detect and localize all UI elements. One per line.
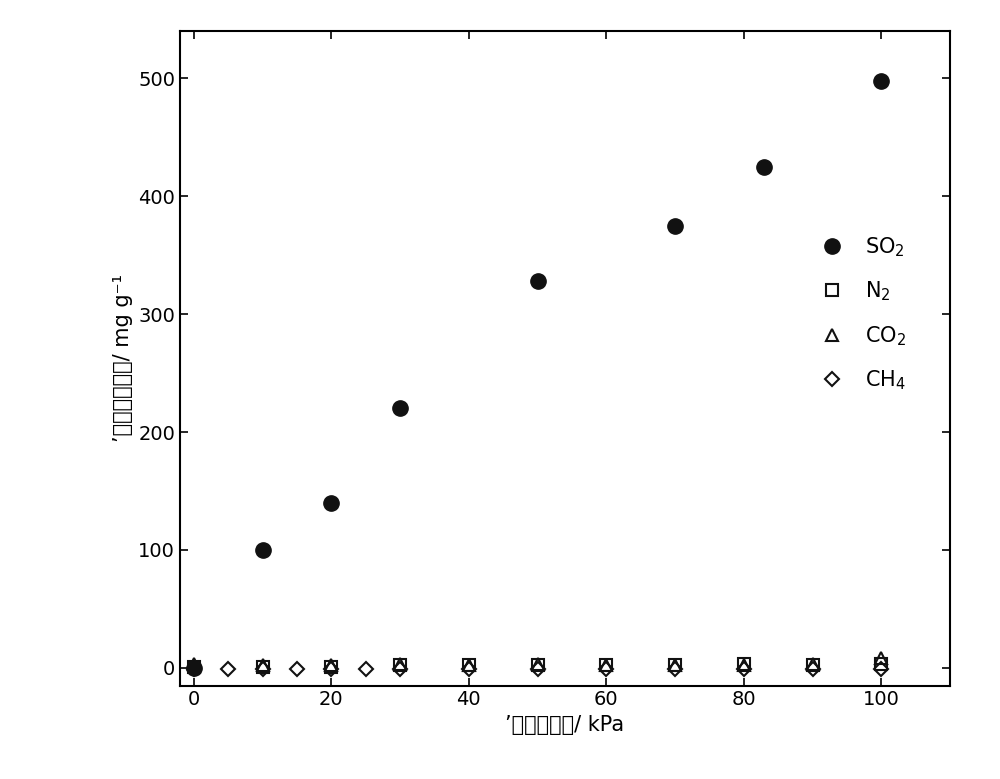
SO$_2$ bbox=[875, 76, 887, 86]
SO$_2$ bbox=[669, 221, 681, 231]
CO$_2$ bbox=[463, 661, 475, 670]
N$_2$ bbox=[806, 661, 818, 670]
CH$_4$ bbox=[256, 664, 268, 674]
CH$_4$ bbox=[806, 664, 818, 674]
N$_2$ bbox=[325, 662, 337, 671]
CO$_2$ bbox=[738, 661, 750, 670]
N$_2$ bbox=[188, 662, 200, 671]
CH$_4$ bbox=[875, 664, 887, 674]
CO$_2$ bbox=[806, 660, 818, 669]
CO$_2$ bbox=[532, 660, 544, 669]
CH$_4$ bbox=[463, 664, 475, 674]
CO$_2$ bbox=[325, 661, 337, 670]
CO$_2$ bbox=[600, 661, 612, 670]
CO$_2$ bbox=[394, 660, 406, 669]
CO$_2$ bbox=[669, 661, 681, 670]
SO$_2$ bbox=[325, 498, 337, 507]
CH$_4$ bbox=[222, 664, 234, 674]
CH$_4$ bbox=[325, 664, 337, 674]
CH$_4$ bbox=[394, 664, 406, 674]
CH$_4$ bbox=[532, 664, 544, 674]
X-axis label: ’（体压力）/ kPa: ’（体压力）/ kPa bbox=[505, 715, 625, 735]
N$_2$ bbox=[532, 661, 544, 670]
CH$_4$ bbox=[600, 664, 612, 674]
Line: CO$_2$: CO$_2$ bbox=[188, 652, 888, 671]
N$_2$ bbox=[738, 660, 750, 669]
CO$_2$ bbox=[188, 660, 200, 669]
SO$_2$ bbox=[532, 277, 544, 286]
N$_2$ bbox=[394, 661, 406, 670]
CH$_4$ bbox=[738, 664, 750, 674]
CH$_4$ bbox=[291, 664, 303, 674]
N$_2$ bbox=[463, 661, 475, 670]
CO$_2$ bbox=[256, 661, 268, 670]
SO$_2$ bbox=[394, 404, 406, 413]
Line: SO$_2$: SO$_2$ bbox=[186, 73, 889, 675]
Legend: SO$_2$, N$_2$, CO$_2$, CH$_4$: SO$_2$, N$_2$, CO$_2$, CH$_4$ bbox=[800, 225, 916, 403]
N$_2$ bbox=[256, 662, 268, 671]
SO$_2$ bbox=[188, 663, 200, 672]
SO$_2$ bbox=[758, 162, 770, 171]
N$_2$ bbox=[600, 661, 612, 670]
CH$_4$ bbox=[669, 664, 681, 674]
N$_2$ bbox=[875, 660, 887, 669]
CH$_4$ bbox=[188, 664, 200, 674]
Line: N$_2$: N$_2$ bbox=[188, 658, 888, 673]
N$_2$ bbox=[669, 661, 681, 670]
CO$_2$ bbox=[875, 654, 887, 663]
Y-axis label: ’（体吸附量）/ mg g⁻¹: ’（体吸附量）/ mg g⁻¹ bbox=[113, 274, 133, 442]
SO$_2$ bbox=[256, 545, 268, 555]
Line: CH$_4$: CH$_4$ bbox=[189, 664, 886, 674]
CH$_4$ bbox=[360, 664, 372, 674]
